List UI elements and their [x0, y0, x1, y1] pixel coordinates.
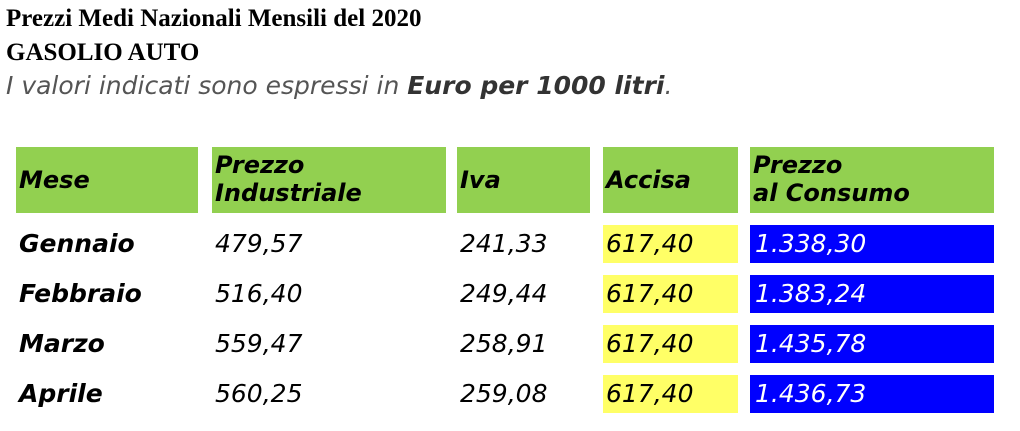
units-note: I valori indicati sono espressi in Euro …	[6, 70, 672, 102]
row-iva: 241,33	[460, 229, 548, 258]
row-accisa: 617,40	[603, 275, 738, 313]
row-prezzo-consumo: 1.436,73	[750, 375, 994, 413]
row-iva: 249,44	[460, 279, 548, 308]
column-header-mese: Mese	[16, 147, 198, 213]
row-prezzo-industriale: 479,57	[215, 229, 303, 258]
page-subtitle: GASOLIO AUTO	[6, 39, 200, 66]
row-accisa: 617,40	[603, 375, 738, 413]
row-mese: Febbraio	[19, 279, 142, 308]
column-header-accisa: Accisa	[603, 147, 738, 213]
row-prezzo-consumo: 1.383,24	[750, 275, 994, 313]
row-accisa: 617,40	[603, 325, 738, 363]
page-title: Prezzi Medi Nazionali Mensili del 2020	[6, 5, 422, 32]
column-header-prezzo-industriale: Prezzo Industriale	[212, 147, 446, 213]
row-mese: Gennaio	[19, 229, 135, 258]
row-prezzo-industriale: 560,25	[215, 379, 303, 408]
column-header-iva: Iva	[457, 147, 590, 213]
units-note-unit: Euro per 1000 litri	[407, 71, 665, 100]
row-prezzo-consumo: 1.435,78	[750, 325, 994, 363]
column-header-iva-label: Iva	[460, 166, 501, 194]
column-header-accisa-label: Accisa	[606, 166, 691, 194]
column-header-prezzo-industriale-line1: Prezzo	[215, 151, 305, 179]
units-note-suffix: .	[664, 71, 673, 100]
row-mese: Aprile	[19, 379, 103, 408]
row-prezzo-industriale: 559,47	[215, 329, 303, 358]
column-header-prezzo-industriale-line2: Industriale	[215, 179, 362, 207]
row-iva: 258,91	[460, 329, 548, 358]
row-prezzo-industriale: 516,40	[215, 279, 303, 308]
row-prezzo-consumo: 1.338,30	[750, 225, 994, 263]
column-header-prezzo-consumo-line2: al Consumo	[753, 179, 910, 207]
row-iva: 259,08	[460, 379, 548, 408]
column-header-mese-label: Mese	[19, 166, 90, 194]
row-accisa: 617,40	[603, 225, 738, 263]
row-mese: Marzo	[19, 329, 105, 358]
units-note-prefix: I valori indicati sono espressi in	[6, 71, 408, 100]
column-header-prezzo-consumo-line1: Prezzo	[753, 151, 843, 179]
column-header-prezzo-consumo: Prezzo al Consumo	[750, 147, 994, 213]
